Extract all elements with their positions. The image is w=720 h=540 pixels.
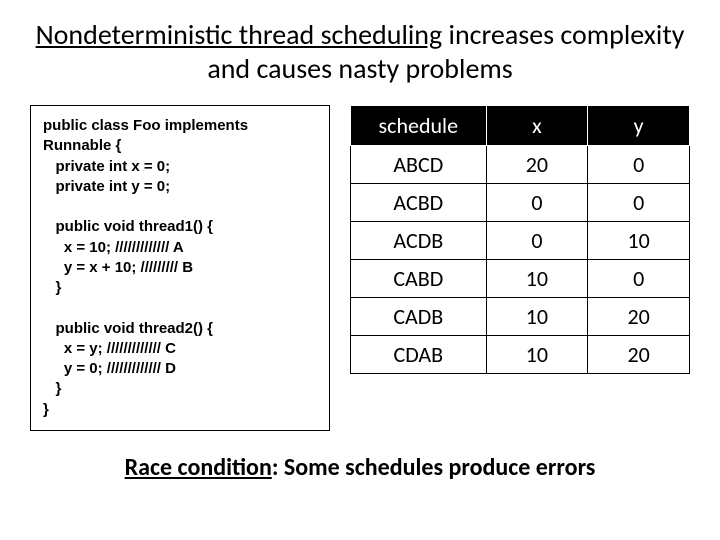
- code-box: public class Foo implements Runnable { p…: [30, 105, 330, 431]
- schedule-table-container: schedule x y ABCD200 ACBD00 ACDB010 CABD…: [350, 105, 690, 374]
- table-header-row: schedule x y: [351, 106, 690, 146]
- col-schedule: schedule: [351, 106, 487, 146]
- col-x: x: [486, 106, 588, 146]
- content-row: public class Foo implements Runnable { p…: [30, 105, 690, 431]
- table-row: CADB1020: [351, 298, 690, 336]
- table-row: ACBD00: [351, 184, 690, 222]
- schedule-table: schedule x y ABCD200 ACBD00 ACDB010 CABD…: [350, 105, 690, 374]
- col-y: y: [588, 106, 690, 146]
- title-underlined: Nondeterministic thread scheduling: [36, 17, 443, 52]
- table-row: CDAB1020: [351, 336, 690, 374]
- footer-text: Race condition: Some schedules produce e…: [30, 453, 690, 482]
- table-row: CABD100: [351, 260, 690, 298]
- table-body: ABCD200 ACBD00 ACDB010 CABD100 CADB1020 …: [351, 146, 690, 374]
- slide-title: Nondeterministic thread scheduling incre…: [30, 18, 690, 85]
- table-row: ACDB010: [351, 222, 690, 260]
- footer-underlined: Race condition: [125, 453, 272, 482]
- footer-rest: : Some schedules produce errors: [272, 453, 596, 482]
- table-row: ABCD200: [351, 146, 690, 184]
